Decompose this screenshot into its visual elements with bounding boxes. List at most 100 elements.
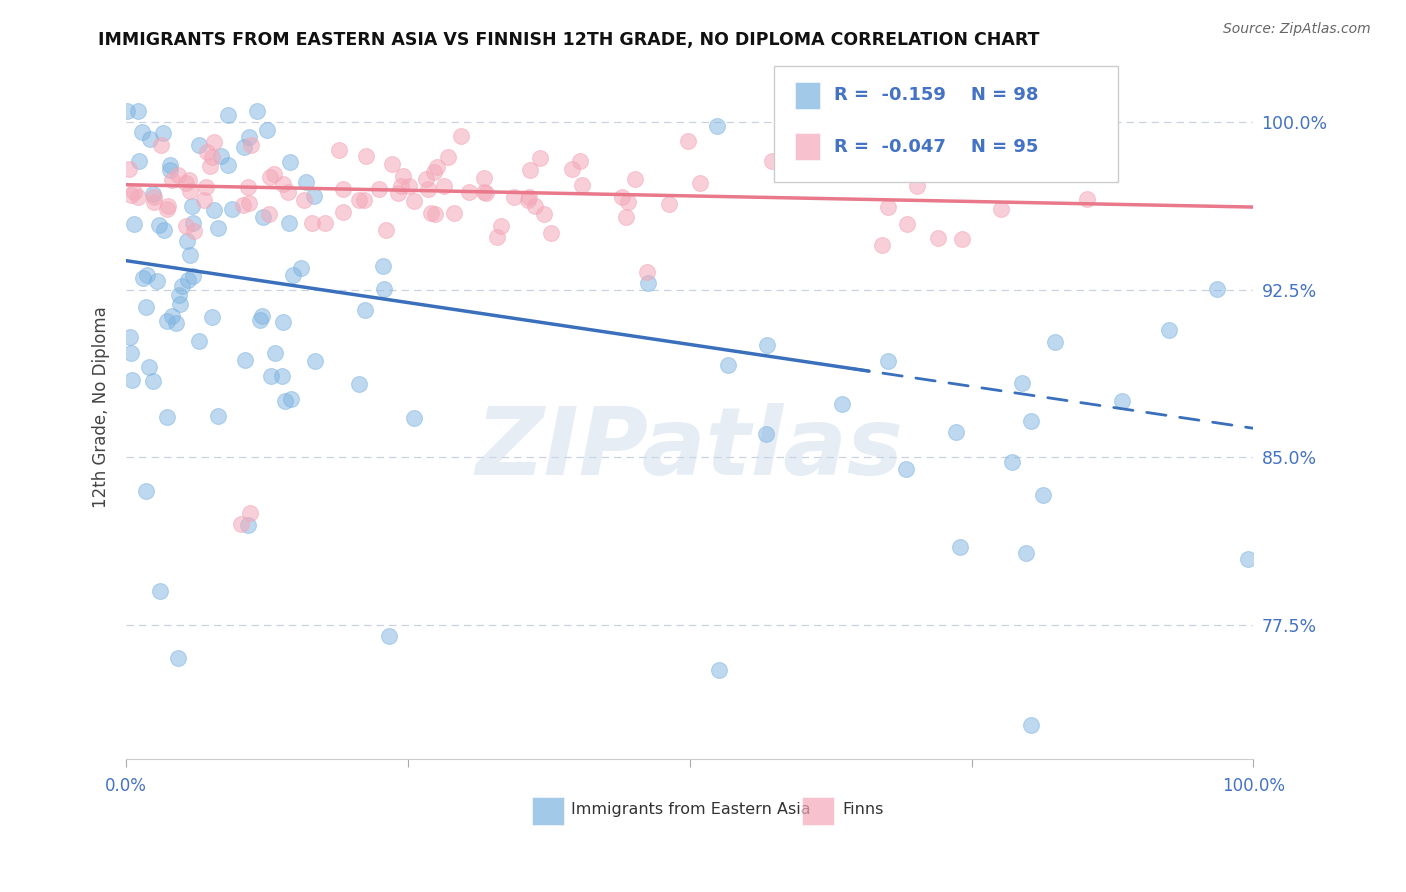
Point (136, 268, 159, 283)
Point (256, 122, 278, 136)
Point (127, 189, 149, 203)
Point (217, 158, 239, 172)
Point (252, 210, 274, 224)
Point (436, 151, 458, 165)
Point (472, 186, 495, 200)
Point (332, 204, 354, 219)
Point (156, 314, 179, 328)
Point (761, 153, 783, 168)
Point (194, 180, 217, 194)
Point (389, 179, 412, 194)
Point (533, 207, 555, 221)
Point (170, 279, 193, 293)
Point (181, 199, 204, 213)
Point (302, 188, 325, 202)
Point (127, 103, 149, 118)
Point (949, 540, 972, 554)
Point (149, 584, 172, 599)
Point (193, 193, 215, 207)
Point (132, 270, 155, 285)
Point (540, 227, 562, 241)
Point (614, 210, 637, 224)
Point (443, 206, 465, 220)
Point (159, 163, 181, 178)
Point (415, 171, 437, 186)
Point (117, 103, 139, 118)
Point (176, 234, 198, 248)
Text: Source: ZipAtlas.com: Source: ZipAtlas.com (1223, 22, 1371, 37)
Point (221, 202, 243, 217)
Point (160, 309, 183, 323)
Point (610, 189, 633, 203)
Point (207, 221, 229, 235)
Point (905, 179, 928, 194)
Point (1205, 281, 1227, 295)
Point (118, 162, 141, 177)
Point (169, 297, 191, 311)
Point (150, 138, 173, 153)
Point (472, 171, 495, 186)
Point (263, 167, 285, 181)
Point (419, 205, 441, 219)
Text: Finns: Finns (842, 802, 883, 817)
Point (201, 150, 224, 164)
FancyBboxPatch shape (775, 66, 1118, 182)
Point (1237, 552, 1260, 566)
Point (270, 368, 292, 383)
Point (624, 172, 647, 186)
Point (571, 178, 593, 192)
Point (706, 119, 728, 133)
Text: R =  -0.047    N = 95: R = -0.047 N = 95 (834, 137, 1038, 155)
Point (1011, 376, 1033, 391)
Point (146, 274, 169, 288)
Point (249, 312, 271, 326)
Point (489, 219, 512, 233)
Point (259, 207, 281, 221)
Point (503, 190, 526, 204)
Point (1021, 414, 1043, 428)
Point (450, 129, 472, 144)
Point (201, 310, 224, 325)
Point (232, 198, 254, 212)
Point (274, 393, 297, 408)
Point (167, 288, 190, 302)
Point (181, 269, 204, 284)
Point (517, 193, 540, 207)
Point (122, 185, 145, 199)
Point (139, 132, 162, 146)
Point (179, 184, 201, 198)
Point (425, 207, 447, 221)
Point (1159, 323, 1181, 337)
Point (392, 169, 415, 184)
Point (229, 517, 252, 532)
Point (1021, 718, 1043, 732)
Point (678, 135, 700, 149)
Point (475, 186, 498, 200)
Point (945, 425, 967, 439)
Point (142, 187, 165, 202)
Point (402, 410, 425, 425)
Point (1076, 193, 1098, 207)
Point (707, 663, 730, 677)
Point (689, 176, 711, 190)
Point (418, 182, 440, 196)
Point (426, 160, 449, 174)
Point (896, 217, 918, 231)
Point (374, 223, 396, 237)
Point (159, 157, 181, 171)
Point (485, 230, 508, 244)
Point (387, 186, 409, 201)
Point (238, 195, 260, 210)
Point (877, 353, 900, 368)
Point (271, 315, 294, 329)
Point (373, 259, 395, 273)
Point (148, 218, 170, 232)
Point (233, 352, 256, 367)
Point (1015, 546, 1038, 560)
Point (207, 409, 229, 423)
Point (188, 137, 211, 152)
Point (142, 195, 165, 210)
Point (1001, 455, 1024, 469)
Point (124, 217, 146, 231)
Point (301, 216, 323, 230)
